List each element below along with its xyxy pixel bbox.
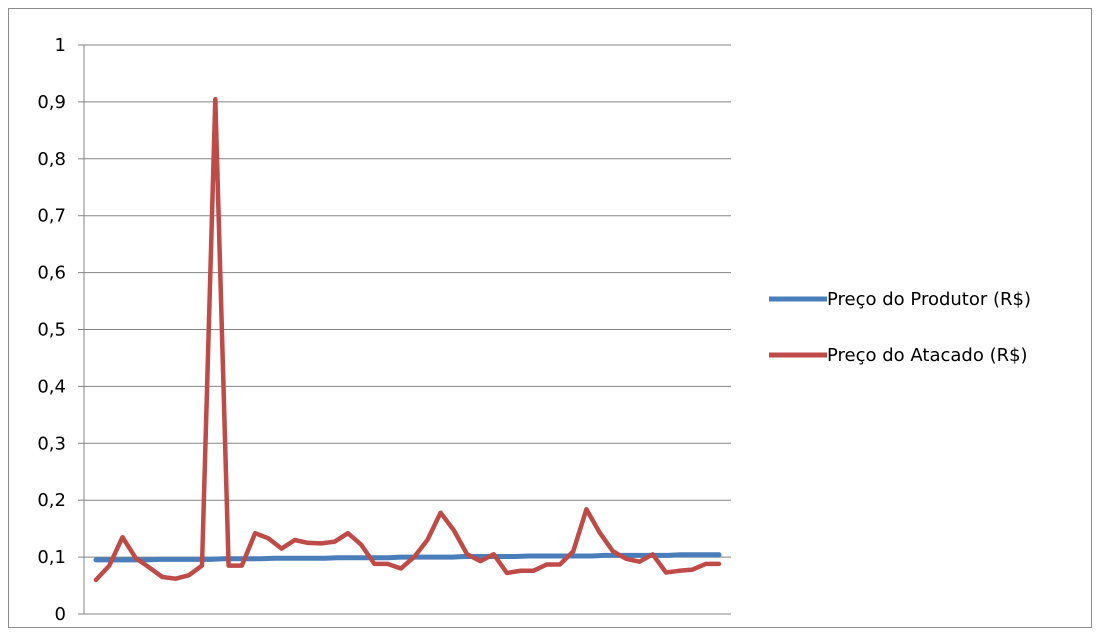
y-tick-label: 0,4 — [37, 376, 66, 397]
y-tick-label: 0,3 — [37, 433, 66, 454]
y-tick-label: 0,8 — [37, 149, 66, 170]
legend: Preço do Produtor (R$) Preço do Atacado (… — [769, 289, 1031, 366]
y-tick-label: 0,7 — [37, 206, 66, 227]
y-tick-label: 0,6 — [37, 263, 66, 284]
y-tick-label: 0 — [55, 604, 66, 625]
y-tick-label: 0,5 — [37, 320, 66, 341]
series-group — [93, 96, 722, 583]
legend-label: Preço do Produtor (R$) — [827, 289, 1031, 310]
y-tick-label: 0,1 — [37, 547, 66, 568]
y-axis-tick-labels: 0 0,1 0,2 0,3 0,4 0,5 0,6 0,7 0,8 0,9 1 — [37, 35, 66, 625]
series-line-preco-do-atacado — [93, 96, 722, 583]
gridlines — [78, 44, 731, 615]
y-tick-label: 0,2 — [37, 490, 66, 511]
line-chart: 0 0,1 0,2 0,3 0,4 0,5 0,6 0,7 0,8 0,9 1 Preço do Pr… — [37, 35, 1031, 625]
chart-frame: 0 0,1 0,2 0,3 0,4 0,5 0,6 0,7 0,8 0,9 1 Preço do Pr… — [8, 8, 1092, 628]
y-tick-label: 1 — [55, 35, 66, 56]
y-tick-label: 0,9 — [37, 92, 66, 113]
legend-label: Preço do Atacado (R$) — [827, 345, 1028, 366]
series-line-preco-do-produtor — [93, 552, 722, 563]
